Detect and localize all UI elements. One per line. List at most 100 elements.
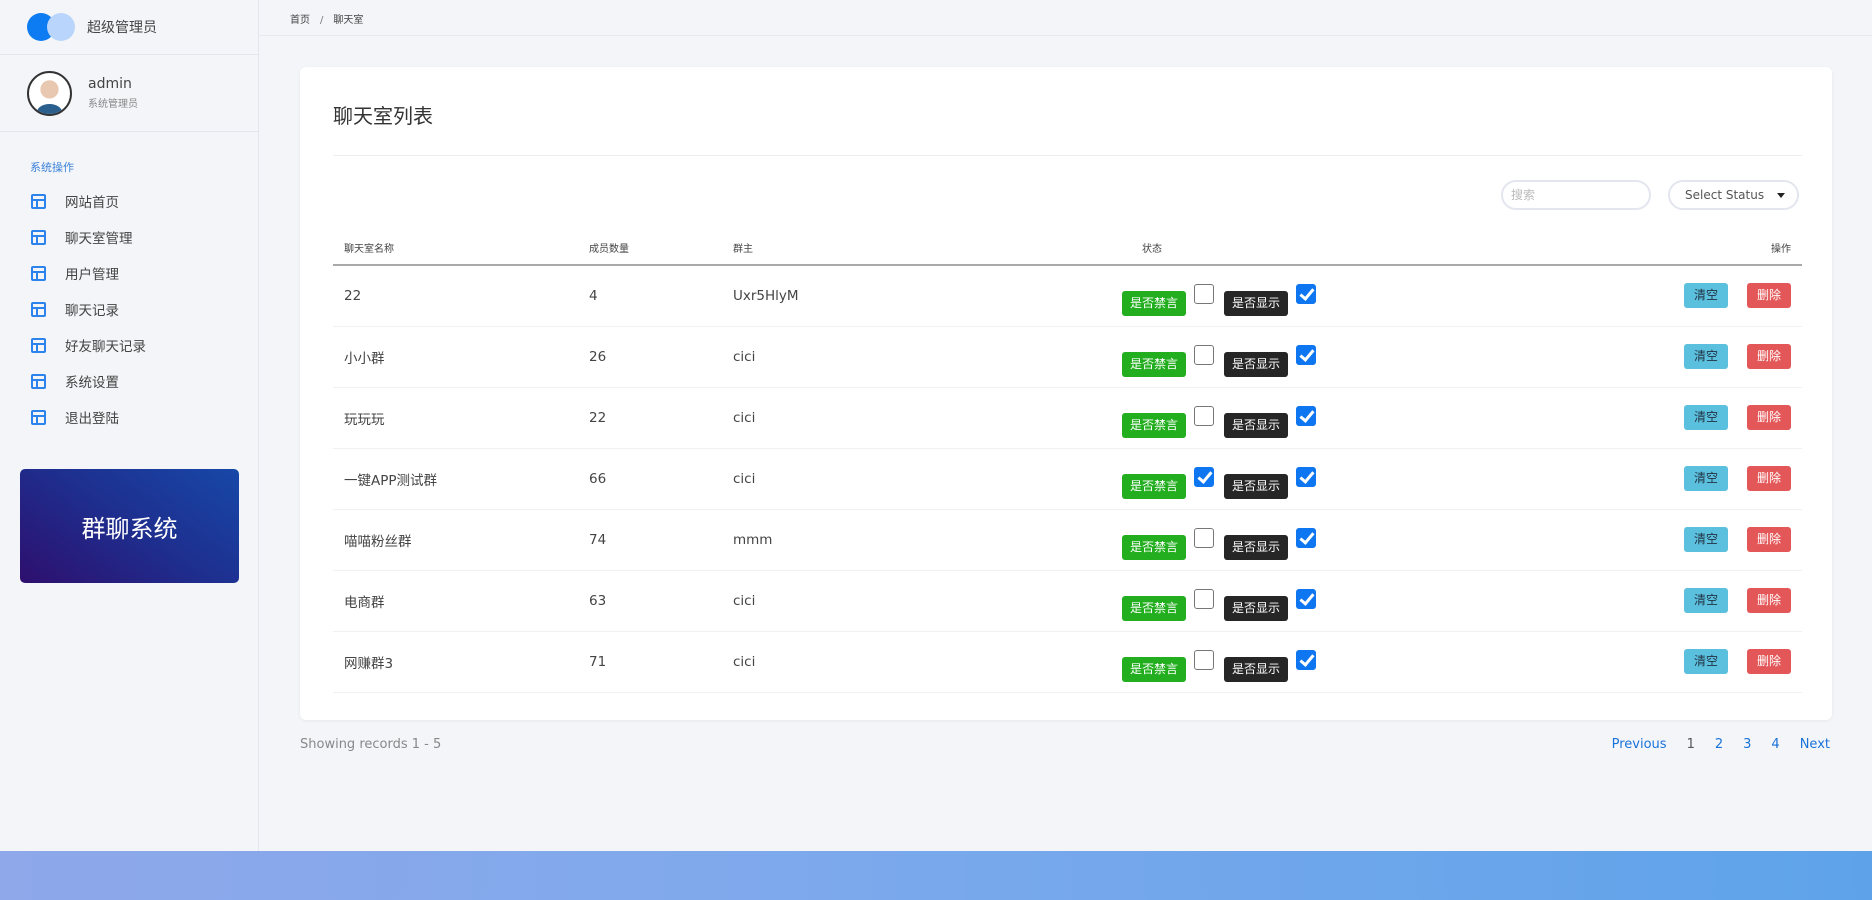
banner: 群聊系统 [20,469,239,583]
clear-button[interactable]: 清空 [1683,283,1728,309]
member-count: 22 [578,387,722,449]
clear-button[interactable]: 清空 [1683,466,1728,491]
search-input[interactable] [1501,180,1651,210]
room-name: 喵喵粉丝群 [333,509,578,571]
member-count: 26 [578,326,722,388]
col-name: 聊天室名称 [333,231,578,266]
sidebar-item-label: 聊天记录 [65,303,119,319]
show-checkbox[interactable] [1296,466,1317,487]
show-checkbox[interactable] [1296,405,1317,426]
sidebar-item-0[interactable]: 网站首页 [0,183,258,219]
show-button[interactable]: 是否显示 [1224,656,1289,682]
sidebar-item-4[interactable]: 好友聊天记录 [0,327,258,363]
chatroom-table: 聊天室名称 成员数量 群主 状态 操作 22 4 Uxr5HlyM 是否禁言 是… [333,231,1802,693]
col-actions: 操作 [1405,231,1802,266]
room-name: 电商群 [333,570,578,632]
col-status: 状态 [1005,231,1405,266]
room-name: 22 [333,265,578,327]
breadcrumb-separator: / [320,15,324,26]
owner: cici [722,326,1005,388]
delete-button[interactable]: 删除 [1746,588,1791,613]
clear-button[interactable]: 清空 [1683,649,1728,674]
table-row: 网赚群3 71 cici 是否禁言 是否显示 清空 删除 [333,631,1802,693]
mute-button[interactable]: 是否禁言 [1122,473,1187,499]
layout-icon [31,409,46,425]
sidebar-item-6[interactable]: 退出登陆 [0,399,258,435]
show-button[interactable]: 是否显示 [1224,595,1289,621]
clear-button[interactable]: 清空 [1683,405,1728,430]
mute-checkbox[interactable] [1194,588,1215,609]
show-checkbox[interactable] [1296,588,1317,609]
table-row: 喵喵粉丝群 74 mmm 是否禁言 是否显示 清空 删除 [333,509,1802,571]
mute-button[interactable]: 是否禁言 [1122,595,1187,621]
layout-icon [31,229,46,245]
owner: Uxr5HlyM [722,265,1005,327]
layout-icon [31,373,46,389]
page-link-1[interactable]: 1 [1686,737,1695,752]
layout-icon [31,301,46,317]
status-select[interactable]: Select Status [1668,180,1799,210]
records-info: Showing records 1 - 5 [300,737,442,752]
show-checkbox[interactable] [1296,527,1317,548]
sidebar-item-1[interactable]: 聊天室管理 [0,219,258,255]
page-link-2[interactable]: 2 [1714,737,1724,752]
mute-checkbox[interactable] [1194,527,1215,548]
user-name: admin [88,76,132,92]
mute-checkbox[interactable] [1194,405,1215,426]
show-button[interactable]: 是否显示 [1224,351,1289,377]
clear-button[interactable]: 清空 [1683,588,1728,613]
sidebar-item-label: 退出登陆 [65,411,119,427]
table-row: 玩玩玩 22 cici 是否禁言 是否显示 清空 删除 [333,387,1802,449]
clear-button[interactable]: 清空 [1683,344,1728,369]
show-button[interactable]: 是否显示 [1224,290,1289,316]
delete-button[interactable]: 删除 [1746,466,1791,491]
clear-button[interactable]: 清空 [1683,527,1728,552]
mute-button[interactable]: 是否禁言 [1122,290,1187,316]
user-profile: admin 系统管理员 [0,55,258,132]
delete-button[interactable]: 删除 [1746,405,1791,430]
owner: cici [722,387,1005,449]
member-count: 4 [578,265,722,327]
delete-button[interactable]: 删除 [1746,649,1791,674]
room-name: 小小群 [333,326,578,388]
mute-button[interactable]: 是否禁言 [1122,656,1187,682]
mute-button[interactable]: 是否禁言 [1122,534,1187,560]
mute-button[interactable]: 是否禁言 [1122,351,1187,377]
show-button[interactable]: 是否显示 [1224,534,1289,560]
divider [333,155,1802,156]
sidebar-item-label: 好友聊天记录 [65,339,146,355]
mute-checkbox[interactable] [1194,466,1215,487]
col-count: 成员数量 [578,231,722,266]
delete-button[interactable]: 删除 [1746,527,1791,552]
mute-checkbox[interactable] [1194,344,1215,365]
page-title: 聊天室列表 [333,104,433,128]
col-owner: 群主 [722,231,1005,266]
breadcrumb-current: 聊天室 [333,15,364,26]
user-role: 系统管理员 [88,99,138,110]
show-button[interactable]: 是否显示 [1224,473,1289,499]
mute-button[interactable]: 是否禁言 [1122,412,1187,438]
previous-page-link[interactable]: Previous [1611,737,1667,752]
mute-checkbox[interactable] [1194,649,1215,670]
show-checkbox[interactable] [1296,283,1317,304]
sidebar-item-label: 聊天室管理 [65,231,133,247]
table-row: 小小群 26 cici 是否禁言 是否显示 清空 删除 [333,326,1802,388]
show-checkbox[interactable] [1296,344,1317,365]
show-button[interactable]: 是否显示 [1224,412,1289,438]
mute-checkbox[interactable] [1194,283,1215,304]
logo: 超级管理员 [0,0,258,55]
page-link-3[interactable]: 3 [1743,737,1752,752]
owner: mmm [722,509,1005,571]
next-page-link[interactable]: Next [1799,737,1830,752]
avatar[interactable] [27,70,72,116]
sidebar-item-5[interactable]: 系统设置 [0,363,258,399]
page-link-4[interactable]: 4 [1771,737,1780,752]
delete-button[interactable]: 删除 [1746,283,1791,309]
sidebar-item-3[interactable]: 聊天记录 [0,291,258,327]
breadcrumb-home[interactable]: 首页 [290,15,310,26]
caret-down-icon [1777,193,1785,198]
show-checkbox[interactable] [1296,649,1317,670]
delete-button[interactable]: 删除 [1746,344,1791,369]
footer-band [0,851,1872,900]
sidebar-item-2[interactable]: 用户管理 [0,255,258,291]
